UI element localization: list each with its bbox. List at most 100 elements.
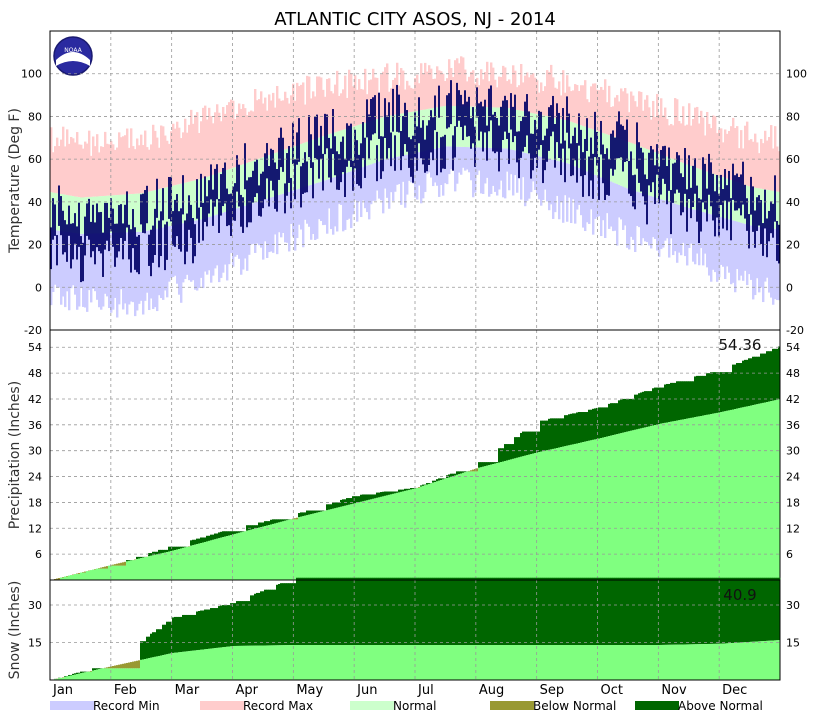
observed-temp-bar: [654, 165, 656, 204]
observed-temp-bar: [634, 175, 636, 210]
temp-tick-label-left: 20: [28, 239, 42, 252]
observed-temp-bar: [130, 229, 132, 272]
observed-temp-bar: [386, 116, 388, 159]
observed-temp-bar: [416, 126, 418, 170]
observed-temp-bar: [234, 183, 236, 221]
observed-temp-bar: [80, 236, 82, 282]
observed-temp-bar: [606, 148, 608, 195]
temp-tick-label-left: 0: [35, 281, 42, 294]
observed-temp-bar: [462, 104, 464, 140]
observed-temp-bar: [588, 157, 590, 197]
observed-temp-bar: [336, 151, 338, 189]
observed-temp-bar: [616, 121, 618, 158]
observed-temp-bar: [722, 189, 724, 229]
observed-temp-bar: [198, 208, 200, 243]
observed-temp-bar: [178, 211, 180, 249]
observed-temp-bar: [100, 212, 102, 253]
observed-temp-bar: [696, 186, 698, 222]
observed-temp-bar: [138, 235, 140, 274]
observed-temp-bar: [256, 160, 258, 193]
observed-temp-bar: [464, 90, 466, 125]
month-label: Aug: [479, 683, 504, 698]
observed-temp-bar: [644, 174, 646, 204]
observed-temp-bar: [612, 130, 614, 175]
observed-temp-bar: [398, 95, 400, 133]
observed-temp-bar: [56, 235, 58, 265]
observed-temp-bar: [134, 227, 136, 270]
observed-temp-bar: [650, 146, 652, 192]
observed-temp-bar: [196, 179, 198, 219]
observed-temp-bar: [98, 212, 100, 251]
observed-temp-bar: [344, 159, 346, 197]
observed-temp-bar: [636, 122, 638, 168]
observed-temp-bar: [772, 204, 774, 238]
observed-temp-bar: [614, 138, 616, 170]
observed-temp-bar: [456, 83, 458, 127]
observed-temp-bar: [54, 204, 56, 235]
observed-temp-bar: [332, 109, 334, 154]
observed-temp-bar: [494, 112, 496, 153]
observed-temp-bar: [52, 198, 54, 240]
observed-temp-bar: [454, 126, 456, 157]
observed-temp-bar: [444, 135, 446, 169]
observed-temp-bar: [776, 221, 778, 261]
observed-temp-bar: [370, 99, 372, 140]
observed-temp-bar: [728, 171, 730, 202]
observed-temp-bar: [188, 195, 190, 230]
observed-temp-bar: [94, 222, 96, 264]
month-label: Jan: [52, 683, 73, 698]
observed-temp-bar: [764, 190, 766, 229]
observed-temp-bar: [420, 128, 422, 158]
observed-temp-bar: [404, 103, 406, 144]
observed-temp-bar: [194, 224, 196, 256]
precip-tick-label-right: 12: [786, 522, 800, 535]
observed-temp-bar: [610, 134, 612, 169]
observed-temp-bar: [368, 114, 370, 158]
observed-temp-bar: [266, 143, 268, 178]
observed-temp-bar: [694, 158, 696, 193]
observed-temp-bar: [216, 164, 218, 199]
observed-temp-bar: [690, 188, 692, 218]
observed-temp-bar: [120, 204, 122, 238]
observed-temp-bar: [638, 142, 640, 183]
observed-temp-bar: [598, 157, 600, 200]
observed-temp-bar: [518, 131, 520, 178]
legend-label: Record Min: [93, 699, 160, 713]
observed-temp-bar: [228, 194, 230, 225]
observed-temp-bar: [262, 172, 264, 209]
precip-tick-label-left: 36: [28, 419, 42, 432]
observed-temp-bar: [452, 135, 454, 170]
observed-temp-bar: [716, 175, 718, 218]
precip-tick-label-left: 48: [28, 367, 42, 380]
observed-temp-bar: [752, 186, 754, 231]
observed-temp-bar: [448, 93, 450, 127]
snow-ylabel: Snow (Inches): [7, 581, 23, 680]
observed-temp-bar: [566, 96, 568, 132]
observed-temp-bar: [70, 224, 72, 269]
precip-tick-label-right: 18: [786, 496, 800, 509]
observed-temp-bar: [328, 138, 330, 178]
observed-temp-bar: [670, 190, 672, 234]
noaa-logo-text: NOAA: [64, 47, 82, 54]
observed-temp-bar: [334, 136, 336, 175]
observed-temp-bar: [82, 243, 84, 281]
observed-temp-bar: [166, 222, 168, 260]
observed-temp-bar: [504, 96, 506, 132]
precip-tick-label-right: 48: [786, 367, 800, 380]
observed-temp-bar: [506, 100, 508, 139]
observed-temp-bar: [364, 138, 366, 178]
noaa-logo: NOAA: [54, 37, 92, 75]
observed-temp-bar: [684, 148, 686, 194]
observed-temp-bar: [252, 171, 254, 203]
observed-temp-bar: [302, 163, 304, 194]
observed-temp-bar: [582, 152, 584, 197]
observed-temp-bar: [680, 173, 682, 215]
observed-temp-bar: [552, 96, 554, 132]
observed-temp-bar: [700, 199, 702, 231]
observed-temp-bar: [168, 177, 170, 219]
observed-temp-bar: [708, 154, 710, 195]
